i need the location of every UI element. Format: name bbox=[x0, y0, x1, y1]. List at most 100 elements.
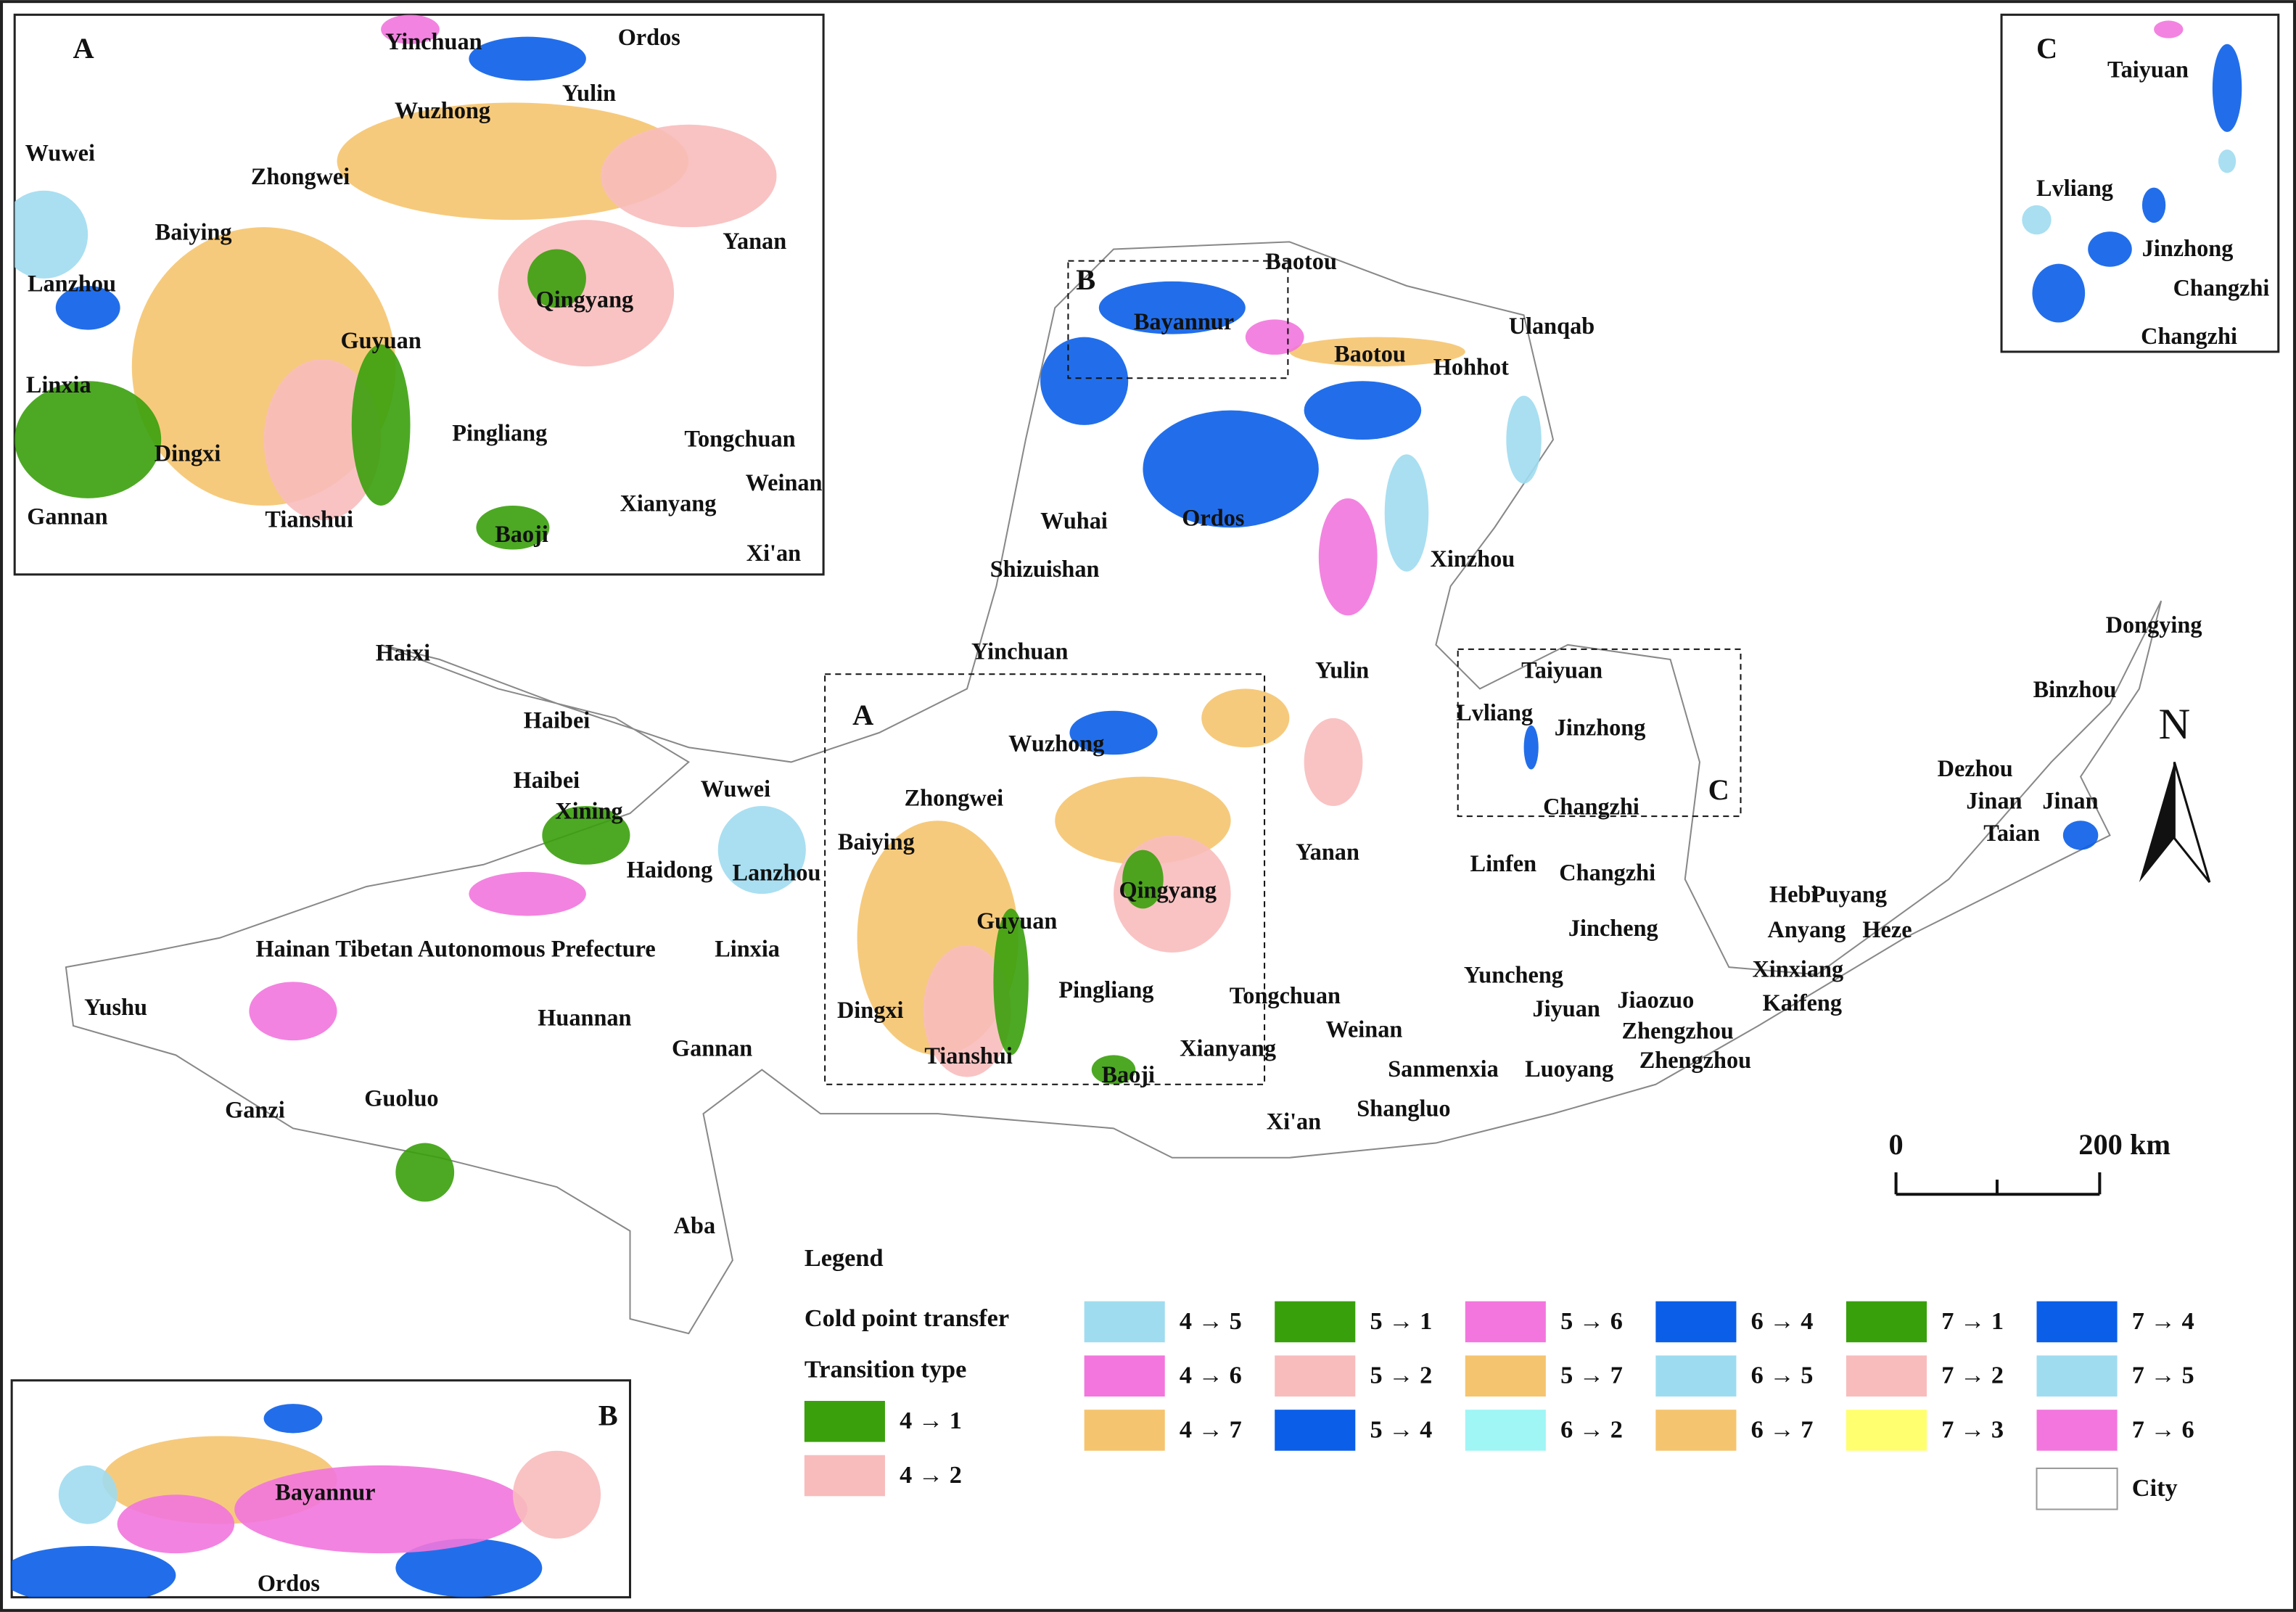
place-label: Pingliang bbox=[452, 419, 547, 445]
patch bbox=[2088, 231, 2132, 267]
legend-swatch bbox=[2036, 1355, 2118, 1397]
legend-swatch bbox=[1465, 1355, 1546, 1397]
patch bbox=[1143, 410, 1319, 528]
patch bbox=[351, 344, 411, 506]
place-label: Xinxiang bbox=[1752, 956, 1843, 982]
scale-bar bbox=[1894, 1172, 2102, 1196]
place-label: Taiyuan bbox=[1521, 657, 1602, 683]
place-label: Xinzhou bbox=[1431, 546, 1515, 572]
patch bbox=[249, 982, 337, 1041]
box-letter: B bbox=[1076, 263, 1095, 296]
legend-swatch bbox=[1275, 1301, 1356, 1343]
legend-swatch bbox=[1084, 1410, 1165, 1451]
place-label: Lvliang bbox=[2036, 175, 2113, 201]
place-label: Dingxi bbox=[155, 440, 221, 466]
patch bbox=[469, 36, 586, 81]
inset-letter: A bbox=[73, 32, 94, 65]
place-label: Changzhi bbox=[1543, 793, 1639, 819]
patch bbox=[2022, 205, 2052, 235]
patch bbox=[1384, 454, 1429, 572]
place-label: Haibei bbox=[524, 707, 591, 733]
place-label: Gannan bbox=[27, 503, 107, 530]
place-label: Yulin bbox=[1315, 657, 1369, 683]
place-label: Changzhi bbox=[2173, 274, 2270, 300]
place-label: Linxia bbox=[715, 935, 780, 961]
place-label: Zhongwei bbox=[905, 784, 1003, 810]
place-label: Tongchuan bbox=[1230, 982, 1341, 1008]
place-label: Lanzhou bbox=[732, 859, 820, 885]
inset-letter: C bbox=[2036, 32, 2057, 65]
legend-swatch bbox=[804, 1401, 885, 1442]
place-label: Yanan bbox=[723, 228, 786, 254]
place-label: Guyuan bbox=[976, 908, 1057, 934]
place-label: Changzhi bbox=[2141, 323, 2237, 349]
legend-label: 5 → 1 bbox=[1370, 1307, 1432, 1335]
legend-label: 6 → 4 bbox=[1751, 1307, 1814, 1335]
patch bbox=[117, 1494, 235, 1554]
place-label: Anyang bbox=[1768, 916, 1846, 942]
place-label: Bayannur bbox=[275, 1479, 375, 1505]
place-label: Ordos bbox=[1182, 505, 1244, 531]
place-label: Xi'an bbox=[1267, 1109, 1321, 1135]
place-label: Wuzhong bbox=[1008, 731, 1104, 757]
patch bbox=[923, 945, 1011, 1077]
place-label: Yuncheng bbox=[1464, 962, 1563, 988]
place-label: Tongchuan bbox=[684, 425, 795, 451]
patch bbox=[527, 249, 586, 308]
place-label: Ordos bbox=[618, 24, 680, 50]
legend-label: 5 → 7 bbox=[1560, 1362, 1623, 1389]
place-label: Jincheng bbox=[1568, 915, 1658, 941]
legend-swatch bbox=[1465, 1410, 1546, 1451]
place-label: Yinchuan bbox=[971, 638, 1068, 664]
legend-swatch bbox=[1846, 1410, 1927, 1451]
place-label: Wuhai bbox=[1040, 508, 1108, 534]
place-label: Jinan bbox=[2042, 787, 2098, 813]
legend-label: 5 → 6 bbox=[1560, 1307, 1623, 1335]
patch bbox=[234, 1465, 528, 1554]
patch bbox=[1122, 850, 1164, 909]
place-label: Baiying bbox=[838, 828, 915, 855]
place-label: Yinchuan bbox=[385, 28, 482, 54]
legend-label: 5 → 2 bbox=[1370, 1362, 1432, 1389]
legend-label: 6 → 2 bbox=[1560, 1415, 1623, 1443]
inset-a-patches bbox=[15, 15, 777, 550]
legend-label: 6 → 5 bbox=[1751, 1362, 1814, 1389]
scale-label: 0 bbox=[1889, 1128, 1904, 1161]
legend-label: 6 → 7 bbox=[1751, 1415, 1814, 1443]
place-label: Qingyang bbox=[536, 287, 634, 313]
patch bbox=[1040, 337, 1129, 425]
legend-label: 7 → 1 bbox=[1941, 1307, 2004, 1335]
patch bbox=[1523, 725, 1539, 770]
place-label: Tianshui bbox=[265, 506, 353, 532]
patch bbox=[512, 1450, 601, 1539]
patch bbox=[2218, 149, 2237, 173]
patch bbox=[1289, 337, 1465, 367]
legend-label: 7 → 3 bbox=[1941, 1415, 2004, 1443]
north-label: N bbox=[2158, 700, 2190, 749]
legend-swatch bbox=[1846, 1301, 1927, 1343]
place-label: Gannan bbox=[672, 1035, 752, 1061]
place-label: Linxia bbox=[26, 371, 91, 398]
legend-label: 4 → 1 bbox=[900, 1407, 962, 1434]
legend-swatch bbox=[1655, 1355, 1737, 1397]
place-label: Linfen bbox=[1470, 850, 1537, 876]
inset-c-patches bbox=[2022, 20, 2242, 323]
place-label: Weinan bbox=[746, 469, 823, 495]
place-label: Yushu bbox=[84, 994, 147, 1020]
legend-title: Legend bbox=[805, 1244, 884, 1272]
place-label: Wuwei bbox=[701, 776, 770, 802]
box-b bbox=[1067, 260, 1289, 379]
inset-a-frame bbox=[13, 13, 825, 576]
legend-label: 7 → 6 bbox=[2132, 1415, 2194, 1443]
patch bbox=[476, 505, 550, 550]
place-label: Weinan bbox=[1325, 1016, 1402, 1042]
place-label: Lvliang bbox=[1456, 699, 1533, 725]
patch bbox=[263, 358, 382, 521]
box-a bbox=[824, 673, 1266, 1085]
legend-group-title: Cold point transfer bbox=[805, 1304, 1009, 1332]
place-label: Ulanqab bbox=[1509, 313, 1595, 339]
legend-subtitle: Transition type bbox=[805, 1356, 966, 1383]
patch bbox=[469, 871, 586, 916]
place-label: Luoyang bbox=[1525, 1056, 1613, 1082]
